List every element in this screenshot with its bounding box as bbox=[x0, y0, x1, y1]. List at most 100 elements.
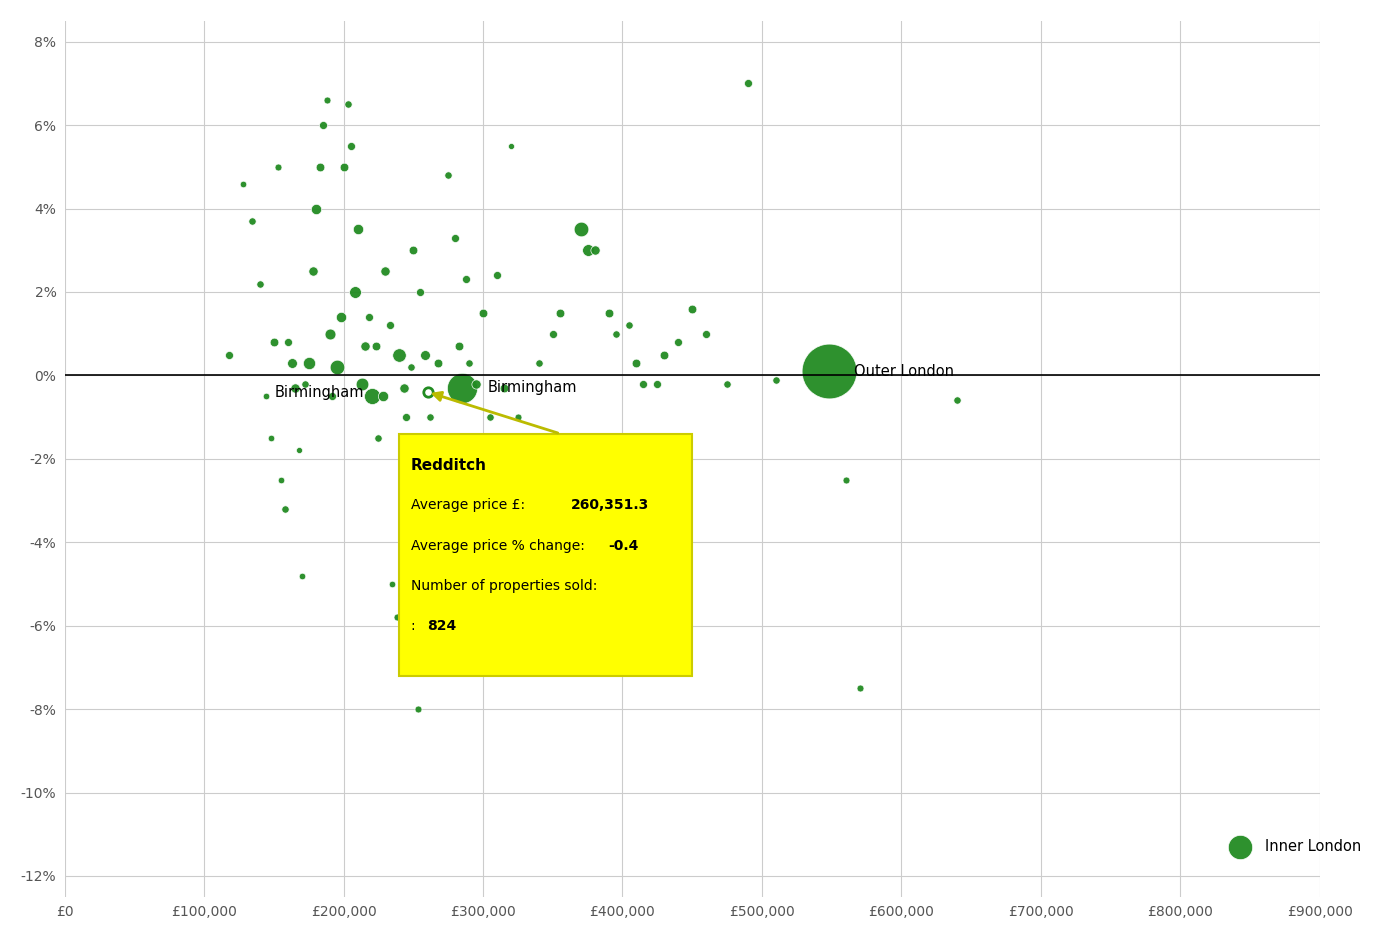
Point bbox=[402, 243, 424, 258]
Point bbox=[399, 359, 421, 374]
Point bbox=[336, 97, 359, 112]
Point bbox=[430, 514, 452, 529]
Point bbox=[274, 501, 296, 516]
Point bbox=[493, 381, 516, 396]
Point bbox=[293, 376, 316, 391]
Point bbox=[304, 201, 327, 216]
Text: 824: 824 bbox=[427, 619, 456, 634]
Point bbox=[653, 347, 676, 362]
Point bbox=[378, 318, 400, 333]
Point bbox=[318, 326, 341, 341]
Point bbox=[385, 610, 407, 625]
Point bbox=[765, 372, 787, 387]
Point bbox=[834, 472, 856, 487]
Point bbox=[350, 376, 373, 391]
Point bbox=[619, 318, 641, 333]
Point bbox=[260, 431, 282, 446]
Point bbox=[329, 309, 352, 324]
Point bbox=[947, 393, 969, 408]
Point bbox=[325, 359, 348, 374]
Point bbox=[817, 364, 840, 379]
Point bbox=[267, 159, 289, 174]
Point bbox=[737, 76, 759, 91]
Point bbox=[374, 263, 396, 278]
Point bbox=[360, 389, 382, 404]
Point bbox=[486, 268, 509, 283]
Point bbox=[277, 335, 299, 350]
Point bbox=[232, 176, 254, 191]
Point bbox=[371, 389, 393, 404]
Point bbox=[480, 410, 502, 425]
Text: 260,351.3: 260,351.3 bbox=[571, 498, 649, 512]
Point bbox=[406, 701, 428, 716]
Point bbox=[423, 619, 445, 634]
Point bbox=[263, 335, 285, 350]
Point bbox=[240, 213, 263, 228]
Point bbox=[388, 347, 410, 362]
Point bbox=[542, 660, 564, 675]
Point bbox=[681, 301, 703, 316]
Point bbox=[667, 335, 689, 350]
Point bbox=[291, 568, 313, 583]
Point bbox=[332, 159, 354, 174]
Point bbox=[418, 410, 441, 425]
Point bbox=[249, 276, 271, 291]
Point bbox=[457, 355, 480, 370]
Point bbox=[598, 306, 620, 321]
Point bbox=[409, 285, 431, 300]
Point bbox=[632, 376, 655, 391]
Point bbox=[417, 384, 439, 400]
FancyBboxPatch shape bbox=[399, 433, 692, 676]
Text: Average price % change:: Average price % change: bbox=[410, 539, 589, 553]
Point bbox=[455, 272, 477, 287]
Point bbox=[311, 118, 334, 133]
Point bbox=[716, 376, 738, 391]
Text: Number of properties sold:: Number of properties sold: bbox=[410, 579, 596, 593]
Point bbox=[591, 431, 613, 446]
Point bbox=[309, 159, 331, 174]
Point bbox=[473, 306, 495, 321]
Point bbox=[339, 138, 361, 153]
Text: :: : bbox=[410, 619, 420, 634]
Point bbox=[695, 326, 717, 341]
Text: Birmingham: Birmingham bbox=[488, 381, 577, 396]
Point bbox=[466, 376, 488, 391]
Point bbox=[577, 243, 599, 258]
Point bbox=[254, 389, 277, 404]
Point bbox=[584, 243, 606, 258]
Point bbox=[848, 681, 870, 696]
Text: Outer London: Outer London bbox=[853, 364, 954, 379]
Point bbox=[443, 230, 466, 245]
Point bbox=[381, 576, 403, 591]
Point bbox=[357, 309, 379, 324]
Point bbox=[450, 381, 473, 396]
Point bbox=[346, 222, 368, 237]
Point bbox=[570, 222, 592, 237]
Point bbox=[612, 451, 634, 466]
Point bbox=[288, 443, 310, 458]
Point bbox=[302, 263, 324, 278]
Point bbox=[281, 355, 303, 370]
Point bbox=[392, 381, 414, 396]
Point bbox=[1229, 839, 1251, 854]
Text: Birmingham: Birmingham bbox=[275, 384, 364, 400]
Point bbox=[427, 355, 449, 370]
Point bbox=[626, 355, 648, 370]
Point bbox=[448, 338, 470, 353]
Point bbox=[297, 355, 320, 370]
Point bbox=[367, 431, 389, 446]
Point bbox=[639, 493, 662, 508]
Point bbox=[549, 306, 571, 321]
Point bbox=[605, 326, 627, 341]
Point bbox=[436, 167, 459, 182]
Point bbox=[646, 376, 669, 391]
Point bbox=[507, 410, 530, 425]
Point bbox=[364, 338, 386, 353]
Point bbox=[542, 326, 564, 341]
Point bbox=[500, 138, 523, 153]
Point bbox=[218, 347, 240, 362]
Point bbox=[270, 472, 292, 487]
Text: -0.4: -0.4 bbox=[609, 539, 639, 553]
Point bbox=[284, 381, 306, 396]
Point bbox=[353, 338, 375, 353]
